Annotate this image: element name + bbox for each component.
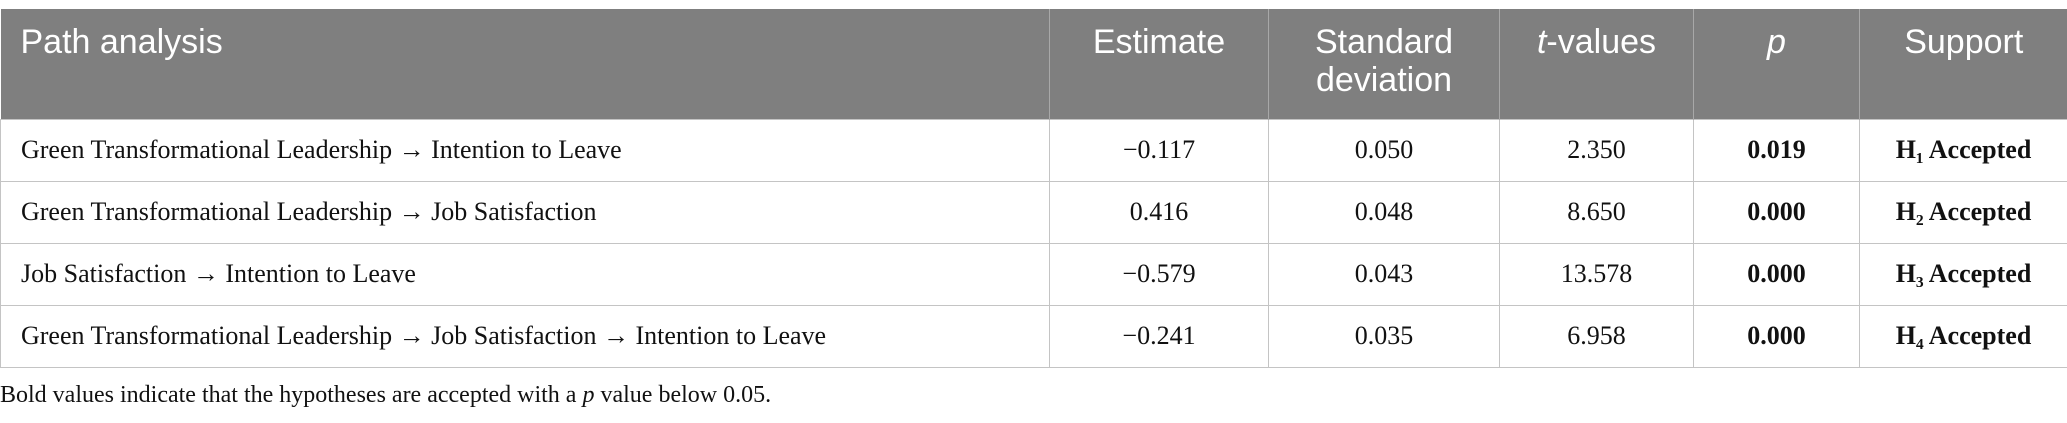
footnote-text: p	[582, 382, 595, 408]
column-header: Path analysis	[0, 9, 1050, 119]
table-cell: 0.000	[1693, 304, 1860, 368]
header-text: t	[1536, 23, 1547, 61]
table-cell: Green Transformational Leadership → Inte…	[0, 118, 1050, 182]
table-row: Green Transformational Leadership → Job …	[0, 304, 2067, 368]
table-cell: 0.000	[1693, 180, 1860, 244]
table-row: Green Transformational Leadership → Job …	[0, 180, 2067, 244]
table-cell: 8.650	[1499, 180, 1694, 244]
column-header: Standard deviation	[1268, 9, 1500, 119]
table-cell: 6.958	[1499, 304, 1694, 368]
table-cell: 2.350	[1499, 118, 1694, 182]
table-cell: H₄ Accepted	[1859, 304, 2067, 368]
results-table: Path analysis Estimate Standard deviation t…	[0, 9, 2067, 368]
table-cell: Job Satisfaction → Intention to Leave	[0, 242, 1050, 306]
table-cell: 0.050	[1268, 118, 1500, 182]
column-header: Support	[1859, 9, 2067, 119]
table-cell: −0.117	[1049, 118, 1269, 182]
table-cell: 0.043	[1268, 242, 1500, 306]
table-cell: Green Transformational Leadership → Job …	[0, 304, 1050, 368]
column-header: Estimate	[1049, 9, 1269, 119]
table-cell: H₃ Accepted	[1859, 242, 2067, 306]
table-cell: 0.035	[1268, 304, 1500, 368]
table-cell: 0.048	[1268, 180, 1500, 244]
footnote-text: value below 0.05.	[594, 382, 772, 408]
table-cell: 0.019	[1693, 118, 1860, 182]
column-header: p	[1693, 9, 1860, 119]
table-body: Green Transformational Leadership → Inte…	[0, 118, 2067, 368]
table-row: Job Satisfaction → Intention to Leave −0.…	[0, 242, 2067, 306]
table-row: Green Transformational Leadership → Inte…	[0, 118, 2067, 182]
table-cell: Green Transformational Leadership → Job …	[0, 180, 1050, 244]
column-header: t-values	[1499, 9, 1694, 119]
table-cell: −0.241	[1049, 304, 1269, 368]
table-cell: 0.416	[1049, 180, 1269, 244]
header-text: -values	[1546, 23, 1657, 61]
table-cell: 13.578	[1499, 242, 1694, 306]
footnote: Bold values indicate that the hypotheses…	[0, 382, 771, 409]
table-cell: 0.000	[1693, 242, 1860, 306]
header-row: Path analysis Estimate Standard deviation t…	[0, 9, 2067, 119]
table-cell: H₂ Accepted	[1859, 180, 2067, 244]
table-cell: −0.579	[1049, 242, 1269, 306]
footnote-text: Bold values indicate that the hypotheses…	[0, 382, 583, 408]
table-cell: H₁ Accepted	[1859, 118, 2067, 182]
